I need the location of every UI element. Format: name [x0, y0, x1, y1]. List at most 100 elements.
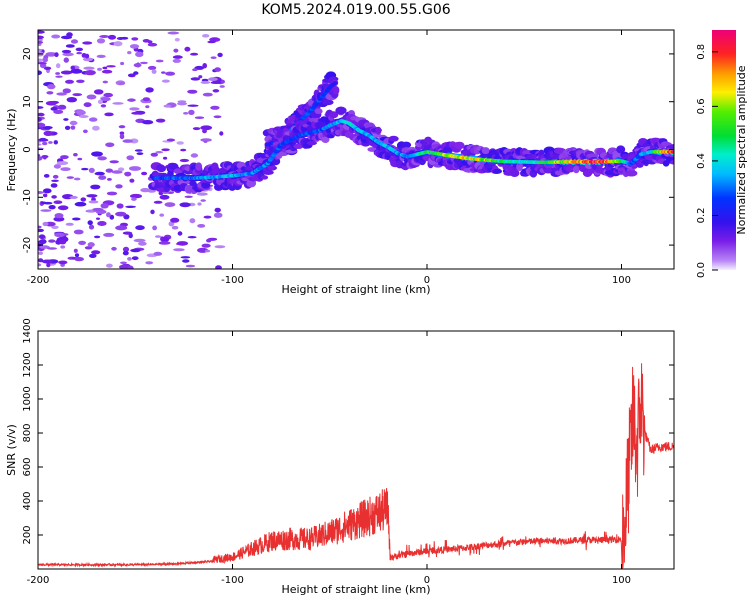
spectrogram-noise-blob — [43, 188, 52, 194]
spectrogram-noise-blob — [53, 200, 63, 204]
spectrogram-noise-blob — [81, 53, 87, 58]
colorbar-tick-label: 0.6 — [696, 98, 707, 114]
spectrogram-noise-blob — [116, 203, 124, 209]
spectrogram-noise-blob — [196, 192, 208, 196]
spectrogram-noise-blob — [125, 205, 136, 208]
spectrogram-noise-blob — [200, 125, 213, 131]
spectrogram-noise-blob — [38, 62, 47, 65]
spectrogram-noise-blob — [189, 218, 196, 224]
spectrogram-noise-blob — [159, 194, 170, 200]
spectrogram-x-tick-label: -100 — [221, 275, 244, 286]
spectrogram-ridge-halo — [375, 126, 382, 135]
spectrogram-noise-blob — [88, 200, 99, 204]
spectrogram-noise-blob — [155, 151, 163, 154]
spectrogram-noise-blob — [96, 38, 106, 44]
spectrogram-noise-blob — [56, 161, 69, 166]
spectrogram-noise-blob — [117, 167, 125, 172]
spectrogram-noise-blob — [131, 111, 141, 115]
spectrogram-noise-blob — [48, 205, 56, 210]
spectrogram-ridge-halo — [481, 147, 490, 155]
spectrogram-noise-blob — [172, 55, 183, 59]
spectrogram-noise-blob — [38, 225, 42, 229]
spectrogram-noise-blob — [197, 202, 202, 206]
spectrogram-noise-blob — [73, 177, 81, 181]
spectrogram-noise-blob — [73, 229, 84, 235]
spectrogram-noise-blob — [87, 209, 94, 213]
spectrogram-noise-blob — [96, 217, 100, 220]
spectrogram-noise-blob — [150, 209, 155, 215]
spectrogram-noise-blob — [192, 68, 198, 72]
spectrogram-ridge-halo — [401, 141, 412, 149]
spectrogram-noise-blob — [73, 248, 78, 253]
spectrogram-noise-blob — [90, 184, 101, 190]
spectrogram-noise-blob — [118, 82, 126, 85]
spectrogram-noise-blob — [38, 122, 46, 128]
spectrogram-noise-blob — [145, 87, 154, 93]
spectrogram-noise-blob — [70, 39, 79, 44]
spectrogram-ridge-halo — [669, 143, 674, 151]
spectrogram-noise-blob — [45, 52, 57, 57]
spectrogram-noise-blob — [163, 156, 168, 160]
spectrogram-noise-blob — [159, 213, 164, 217]
spectrogram-ridge-halo — [260, 175, 269, 180]
spectrogram-noise-blob — [56, 63, 61, 69]
spectrogram-noise-blob — [111, 170, 123, 174]
spectrogram-noise-blob — [129, 178, 135, 183]
spectrogram-noise-blob — [141, 171, 148, 176]
spectrogram-noise-blob — [176, 241, 189, 246]
spectrogram-noise-blob — [58, 260, 68, 265]
spectrogram-noise-blob — [111, 246, 117, 251]
spectrogram-noise-blob — [122, 250, 129, 256]
spectrogram-noise-blob — [39, 245, 50, 249]
spectrogram-noise-blob — [57, 104, 67, 110]
spectrogram-noise-blob — [76, 79, 85, 84]
spectrogram-noise-blob — [127, 73, 136, 78]
spectrogram-noise-blob — [153, 251, 163, 256]
spectrogram-noise-blob — [142, 97, 150, 102]
spectrogram-noise-blob — [207, 40, 216, 44]
spectrogram-noise-blob — [38, 251, 43, 255]
spectrogram-ridge-halo — [509, 169, 520, 178]
spectrogram-noise-blob — [53, 164, 62, 169]
spectrogram-noise-blob — [86, 194, 98, 198]
spectrogram-noise-blob — [78, 115, 89, 118]
spectrogram-noise-blob — [66, 176, 75, 179]
spectrogram-noise-blob — [188, 109, 195, 115]
spectrogram-noise-blob — [69, 120, 78, 126]
spectrogram-ridge-halo — [388, 135, 399, 142]
spectrogram-y-tick-label: 0 — [22, 146, 33, 152]
spectrogram-noise-blob — [113, 41, 123, 47]
spectrogram-noise-blob — [177, 231, 183, 236]
spectrogram-noise-blob — [153, 200, 163, 204]
spectrogram-noise-blob — [88, 167, 95, 173]
spectrogram-noise-blob — [78, 240, 86, 245]
spectrogram-noise-blob — [102, 80, 109, 84]
spectrogram-noise-blob — [70, 65, 76, 71]
spectrogram-noise-blob — [217, 52, 223, 58]
spectrogram-noise-blob — [51, 34, 61, 39]
spectrogram-noise-blob — [184, 195, 193, 198]
spectrogram-ridge-halo — [621, 153, 629, 160]
snr-x-axis-label: Height of straight line (km) — [281, 583, 430, 596]
spectrogram-noise-blob — [45, 101, 58, 106]
spectrogram-noise-blob — [38, 156, 43, 161]
spectrogram-noise-blob — [187, 104, 199, 107]
spectrogram-noise-blob — [187, 236, 197, 239]
spectrogram-x-axis-label: Height of straight line (km) — [281, 283, 430, 296]
spectrogram-noise-blob — [179, 158, 190, 163]
spectrogram-noise-blob — [192, 127, 201, 131]
spectrogram-noise-blob — [119, 131, 125, 135]
spectrogram-noise-blob — [51, 195, 57, 199]
spectrogram-noise-blob — [187, 89, 198, 94]
spectrogram-noise-blob — [52, 174, 59, 179]
spectrogram-noise-blob — [142, 120, 154, 125]
spectrogram-noise-blob — [155, 118, 166, 123]
spectrogram-noise-blob — [83, 129, 88, 134]
spectrogram-noise-blob — [48, 141, 53, 144]
spectrogram-noise-blob — [130, 248, 141, 253]
spectrogram-noise-blob — [150, 152, 158, 157]
spectrogram-noise-blob — [122, 139, 133, 143]
spectrogram-noise-blob — [57, 205, 69, 211]
colorbar-tick-label: 0.4 — [696, 153, 707, 169]
